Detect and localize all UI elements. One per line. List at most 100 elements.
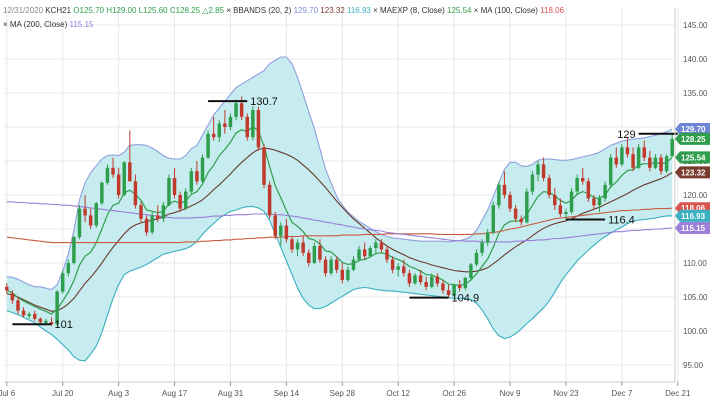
candle-body bbox=[536, 164, 540, 175]
y-tick-label: 100.00 bbox=[683, 327, 708, 336]
candle-body bbox=[217, 123, 222, 138]
annotation-label: 116.4 bbox=[608, 214, 635, 226]
bband-lower-line bbox=[6, 206, 673, 362]
candle-body bbox=[10, 293, 15, 301]
candle-body bbox=[491, 205, 496, 233]
candle-body bbox=[5, 286, 9, 291]
header-legend-part: × MA (100, Close) bbox=[471, 6, 540, 15]
price-annotations: 101 130.7 104.9 116.4 129 bbox=[12, 96, 678, 331]
candle-body bbox=[211, 133, 216, 138]
candle-body bbox=[670, 138, 674, 157]
candle-body bbox=[592, 198, 596, 206]
candle-body bbox=[195, 171, 199, 182]
y-tick-label: 135.00 bbox=[683, 89, 708, 98]
candle-body bbox=[88, 215, 93, 226]
candle-body bbox=[128, 162, 132, 182]
candle-body bbox=[279, 225, 283, 236]
bollinger-band-fill bbox=[6, 57, 673, 361]
header-legend-line-1: 12/31/2020 KCH21 O125.70 H129.00 L125.60… bbox=[3, 6, 565, 15]
y-tick-label: 105.00 bbox=[683, 293, 708, 302]
candle-body bbox=[435, 276, 440, 284]
candle-body bbox=[116, 174, 121, 195]
candle-body bbox=[144, 218, 149, 233]
candle-body bbox=[251, 110, 255, 138]
x-tick-label: Jul 20 bbox=[52, 389, 74, 398]
candle-body bbox=[156, 215, 160, 219]
candle-body bbox=[390, 259, 395, 270]
candle-body bbox=[480, 242, 484, 253]
header-legend-part: × MAEXP (8, Close) bbox=[371, 6, 447, 15]
candle-body bbox=[72, 237, 76, 263]
candle-body bbox=[55, 291, 59, 325]
candle-body bbox=[547, 178, 551, 195]
candle-body bbox=[519, 218, 523, 223]
candle-body bbox=[463, 277, 468, 289]
candle-body bbox=[362, 249, 367, 257]
x-tick-label: Aug 3 bbox=[108, 389, 129, 398]
candle-body bbox=[357, 249, 361, 260]
candle-body bbox=[38, 318, 43, 323]
price-badge bbox=[675, 209, 710, 222]
candle-body bbox=[430, 276, 434, 287]
candle-body bbox=[329, 259, 333, 274]
candle-body bbox=[441, 283, 445, 291]
candle-body bbox=[664, 156, 669, 172]
candle-body bbox=[239, 103, 244, 117]
y-tick-label: 120.00 bbox=[683, 191, 708, 200]
header-legend-part: H129.00 bbox=[104, 6, 137, 15]
candle-body bbox=[301, 242, 305, 253]
candle-body bbox=[256, 110, 261, 148]
price-badge-label: 116.93 bbox=[681, 212, 706, 221]
x-tick-label: Sep 14 bbox=[274, 389, 300, 398]
candle-body bbox=[33, 314, 37, 319]
candle-body bbox=[100, 182, 104, 204]
candle-body bbox=[418, 275, 423, 283]
header-legend-part: O125.70 bbox=[73, 6, 104, 15]
candle-body bbox=[161, 205, 166, 219]
candle-body bbox=[636, 147, 641, 168]
candle-body bbox=[530, 174, 535, 192]
candle-body bbox=[307, 252, 311, 263]
annotation-label: 129 bbox=[617, 129, 635, 141]
candle-body bbox=[267, 184, 272, 216]
annotation-label: 101 bbox=[55, 319, 73, 331]
candle-body bbox=[586, 181, 591, 199]
candle-body bbox=[485, 232, 490, 243]
candle-body bbox=[424, 282, 428, 287]
x-tick-label: Jul 6 bbox=[0, 389, 16, 398]
candle-body bbox=[44, 320, 48, 323]
price-badge bbox=[675, 123, 710, 136]
annotation-label: 104.9 bbox=[452, 293, 480, 305]
x-tick-label: Nov 9 bbox=[500, 389, 521, 398]
candle-body bbox=[60, 273, 65, 292]
price-badge-label: 125.54 bbox=[681, 153, 706, 162]
price-badge-label: 118.06 bbox=[681, 204, 706, 213]
candle-body bbox=[413, 275, 417, 284]
candle-body bbox=[111, 167, 115, 175]
candle-body bbox=[508, 195, 512, 209]
candle-body bbox=[223, 123, 227, 127]
x-tick-label: Dec 21 bbox=[665, 389, 691, 398]
ma-100-line bbox=[6, 207, 673, 244]
candle-body bbox=[83, 208, 87, 216]
candle-body bbox=[200, 157, 205, 182]
candle-body bbox=[284, 225, 289, 240]
candle-body bbox=[346, 269, 350, 280]
candle-body bbox=[625, 147, 630, 155]
candle-body bbox=[659, 157, 663, 172]
x-tick-label: Dec 7 bbox=[611, 389, 632, 398]
header-legend-part: 115.15 bbox=[69, 20, 93, 29]
candle-body bbox=[374, 242, 378, 249]
candle-body bbox=[469, 264, 473, 278]
candle-body bbox=[150, 215, 154, 233]
header-legend-part: KCH21 bbox=[43, 6, 73, 15]
y-tick-label: 145.00 bbox=[683, 21, 708, 30]
candle-body bbox=[642, 147, 646, 158]
price-badge-label: 128.25 bbox=[681, 135, 706, 144]
candle-body bbox=[323, 259, 328, 274]
price-badge bbox=[675, 166, 710, 179]
candle-body bbox=[457, 284, 462, 289]
candle-body bbox=[513, 208, 518, 219]
